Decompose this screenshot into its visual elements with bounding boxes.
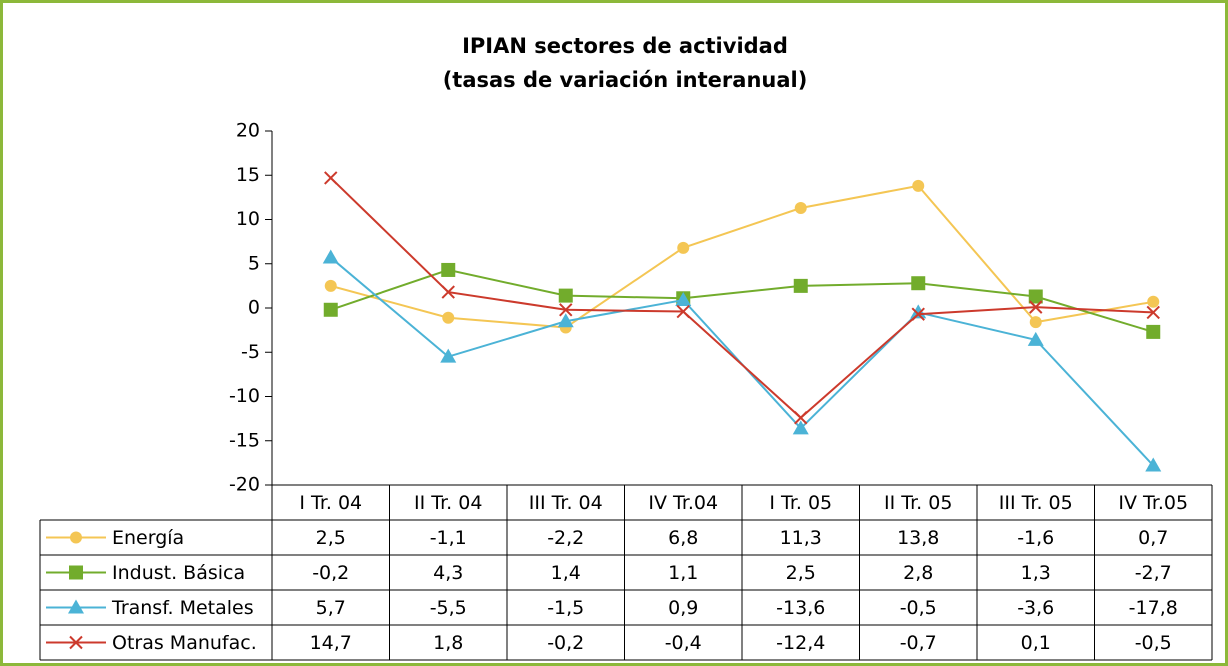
table-value: -3,6 <box>1017 597 1054 619</box>
x-tick-label: II Tr. 05 <box>884 492 952 514</box>
y-tick-label: 5 <box>248 252 260 274</box>
series-line <box>330 268 1154 333</box>
data-point <box>442 311 455 324</box>
data-point <box>1145 457 1162 472</box>
data-point <box>441 262 456 277</box>
data-point <box>441 285 455 299</box>
table-value: 1,4 <box>551 562 581 584</box>
table-value: 1,8 <box>433 632 463 654</box>
data-point <box>322 249 339 264</box>
chart-title: IPIAN sectores de actividad <box>462 34 788 58</box>
series-line <box>330 177 1154 420</box>
legend-marker <box>69 565 83 580</box>
table-value: 14,7 <box>310 632 352 654</box>
data-point <box>1146 324 1161 339</box>
x-tick-label: III Tr. 05 <box>999 492 1073 514</box>
legend-marker <box>68 599 84 614</box>
y-tick-label: -5 <box>241 341 260 363</box>
table-value: -1,5 <box>547 597 584 619</box>
x-tick-label: II Tr. 04 <box>414 492 482 514</box>
table-value: 0,1 <box>1021 632 1051 654</box>
data-point <box>677 241 690 254</box>
series-line <box>330 184 1154 329</box>
table-value: -12,4 <box>776 632 825 654</box>
data-point <box>440 348 457 363</box>
data-point <box>794 411 808 425</box>
table-value: -2,7 <box>1135 562 1172 584</box>
table-value: 1,1 <box>668 562 698 584</box>
y-tick-label: -15 <box>229 429 260 451</box>
data-point <box>1146 305 1160 320</box>
table-value: -17,8 <box>1129 597 1178 619</box>
y-tick-label: -10 <box>229 385 260 407</box>
data-point <box>911 307 925 321</box>
data-point <box>794 201 807 214</box>
legend-label: Indust. Básica <box>112 562 245 584</box>
data-point <box>792 420 809 435</box>
table-value: 2,8 <box>903 562 933 584</box>
legend-label: Transf. Metales <box>111 597 254 619</box>
table-value: 5,7 <box>316 597 346 619</box>
table-value: -0,5 <box>1135 632 1172 654</box>
data-point <box>1029 300 1043 314</box>
data-point <box>324 171 338 185</box>
legend-marker <box>69 635 83 650</box>
table-value: 2,5 <box>316 527 346 549</box>
x-tick-label: I Tr. 05 <box>769 492 832 514</box>
data-point <box>559 303 573 317</box>
x-tick-label: III Tr. 04 <box>529 492 603 514</box>
table-value: -0,4 <box>665 632 702 654</box>
data-point <box>675 292 692 307</box>
table-value: -1,6 <box>1017 527 1054 549</box>
table-value: 2,5 <box>786 562 816 584</box>
table-value: -13,6 <box>776 597 825 619</box>
legend-label: Otras Manufac. <box>112 632 257 654</box>
table-value: 6,8 <box>668 527 698 549</box>
table-value: 11,3 <box>780 527 822 549</box>
data-point <box>1027 331 1044 346</box>
y-tick-label: -20 <box>229 474 260 496</box>
data-point <box>1147 295 1160 308</box>
data-point <box>1029 316 1042 329</box>
legend-marker <box>70 531 82 544</box>
table-value: 4,3 <box>433 562 463 584</box>
y-tick-label: 0 <box>248 297 260 319</box>
data-point <box>676 304 690 319</box>
table-value: -1,1 <box>430 527 467 549</box>
data-point <box>911 276 926 291</box>
table-value: -0,7 <box>900 632 937 654</box>
table-value: -2,2 <box>547 527 584 549</box>
data-point <box>557 313 574 328</box>
table-value: 13,8 <box>897 527 939 549</box>
table-value: -5,5 <box>430 597 467 619</box>
table-value: 0,7 <box>1138 527 1168 549</box>
table-value: 1,3 <box>1021 562 1051 584</box>
y-tick-label: 10 <box>236 208 260 230</box>
chart-subtitle: (tasas de variación interanual) <box>443 68 808 92</box>
data-point <box>558 288 573 303</box>
data-point <box>323 302 338 317</box>
y-tick-label: 20 <box>236 120 260 142</box>
table-value: 0,9 <box>668 597 698 619</box>
data-point <box>324 279 337 292</box>
data-point <box>793 278 808 293</box>
table-value: -0,2 <box>547 632 584 654</box>
data-point <box>1028 289 1043 304</box>
data-point <box>912 179 925 192</box>
table-value: -0,5 <box>900 597 937 619</box>
table-value: -0,2 <box>312 562 349 584</box>
x-tick-label: IV Tr.04 <box>648 492 718 514</box>
x-tick-label: IV Tr.05 <box>1118 492 1188 514</box>
y-tick-label: 15 <box>236 164 260 186</box>
legend-label: Energía <box>112 527 184 549</box>
x-tick-label: I Tr. 04 <box>299 492 362 514</box>
